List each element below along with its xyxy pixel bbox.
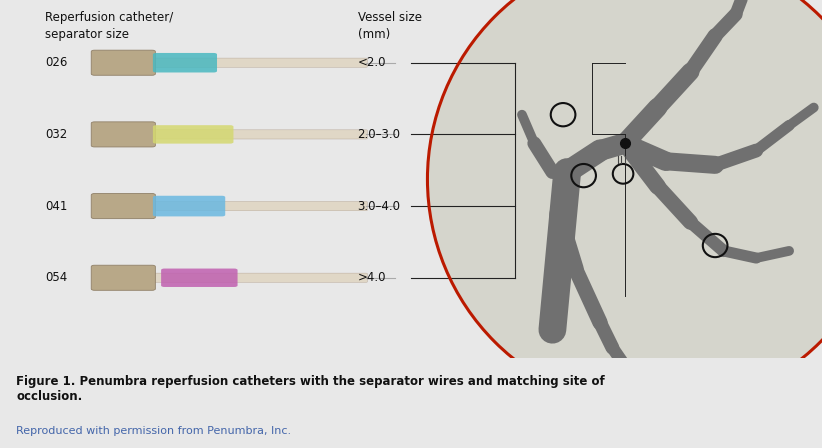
FancyBboxPatch shape <box>153 125 233 144</box>
Text: 054: 054 <box>45 271 67 284</box>
FancyBboxPatch shape <box>122 130 367 139</box>
Ellipse shape <box>427 0 822 409</box>
FancyBboxPatch shape <box>153 196 225 216</box>
Text: >4.0: >4.0 <box>358 271 386 284</box>
Text: Reperfusion catheter/
separator size: Reperfusion catheter/ separator size <box>45 11 173 41</box>
FancyBboxPatch shape <box>122 273 367 282</box>
FancyBboxPatch shape <box>91 265 155 290</box>
Text: 3.0–4.0: 3.0–4.0 <box>358 199 400 213</box>
Text: 2.0–3.0: 2.0–3.0 <box>358 128 400 141</box>
FancyBboxPatch shape <box>91 50 155 75</box>
FancyBboxPatch shape <box>153 53 217 73</box>
FancyBboxPatch shape <box>122 202 367 211</box>
Text: Vessel size
(mm): Vessel size (mm) <box>358 11 422 41</box>
FancyBboxPatch shape <box>91 122 155 147</box>
FancyBboxPatch shape <box>161 268 238 287</box>
Text: 041: 041 <box>45 199 67 213</box>
Text: Reproduced with permission from Penumbra, Inc.: Reproduced with permission from Penumbra… <box>16 426 292 435</box>
FancyBboxPatch shape <box>122 58 367 67</box>
Text: 032: 032 <box>45 128 67 141</box>
FancyBboxPatch shape <box>91 194 155 219</box>
Text: Figure 1. Penumbra reperfusion catheters with the separator wires and matching s: Figure 1. Penumbra reperfusion catheters… <box>16 375 605 402</box>
Text: 026: 026 <box>45 56 67 69</box>
Text: <2.0: <2.0 <box>358 56 386 69</box>
